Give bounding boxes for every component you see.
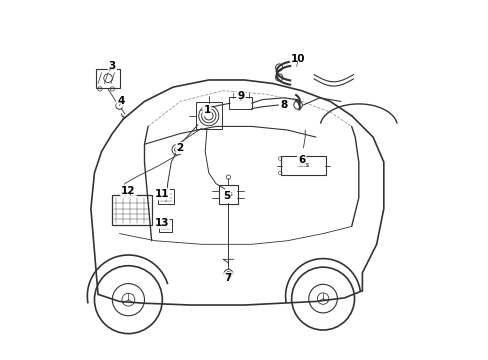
Text: 8: 8 <box>280 100 287 110</box>
Text: 12: 12 <box>121 186 135 196</box>
Text: 2: 2 <box>176 143 183 153</box>
Text: SRS: SRS <box>297 163 309 168</box>
Text: 7: 7 <box>224 273 232 283</box>
Text: 3: 3 <box>108 61 116 71</box>
Text: 1: 1 <box>203 105 210 115</box>
Text: 5: 5 <box>223 191 230 201</box>
Text: 6: 6 <box>297 156 305 165</box>
Text: 4: 4 <box>117 96 125 107</box>
Text: 13: 13 <box>154 218 168 228</box>
Text: 11: 11 <box>154 189 168 199</box>
Text: 9: 9 <box>237 91 244 101</box>
Text: SRS: SRS <box>223 192 233 197</box>
Text: 10: 10 <box>290 54 305 64</box>
FancyBboxPatch shape <box>95 68 120 88</box>
